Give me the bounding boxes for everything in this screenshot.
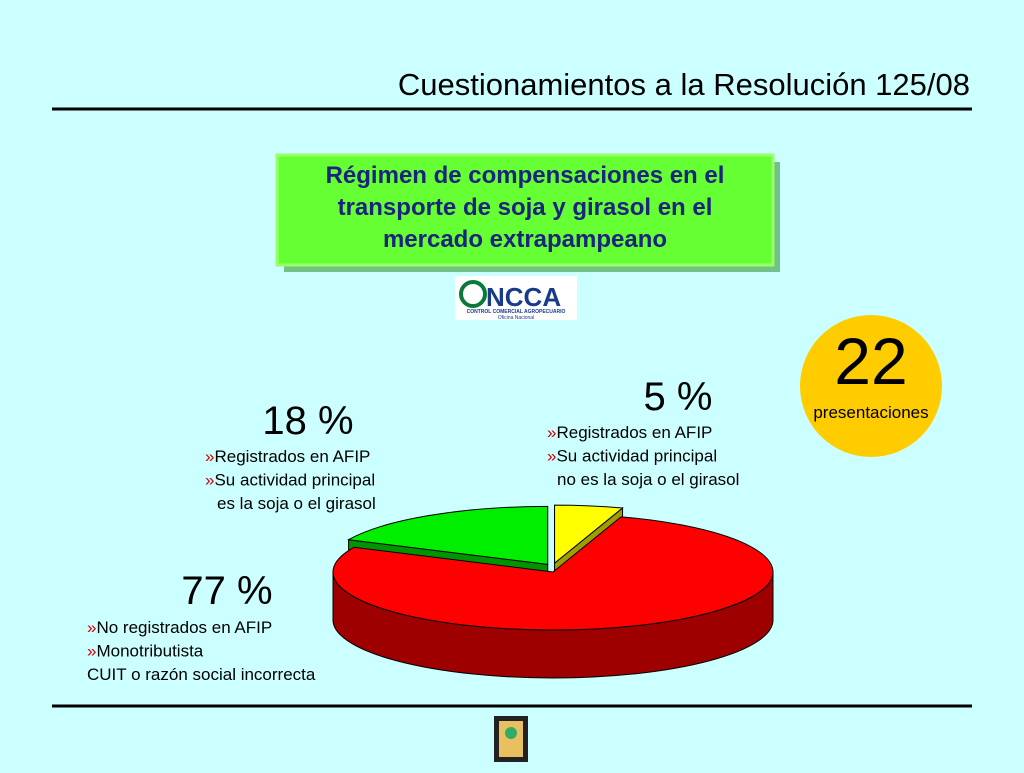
bullet: » (87, 618, 96, 637)
slice (347, 505, 549, 565)
callout-count: 22 (834, 324, 907, 398)
slice-description: »Su actividad principal (547, 447, 717, 466)
logo-line1: CONTROL COMERCIAL AGROPECUARIO (467, 309, 566, 315)
logo-line2: Oficina Nacional (498, 315, 534, 321)
description-text: no es la soja o el girasol (557, 470, 739, 489)
subtitle-wrap: Régimen de compensaciones en el transpor… (325, 162, 725, 253)
subtitle: Régimen de compensaciones en el transpor… (325, 162, 725, 253)
slice-description: es la soja o el girasol (217, 494, 376, 513)
slice (332, 516, 774, 631)
bullet: » (547, 447, 556, 466)
slice-description: »Registrados en AFIP (205, 447, 370, 466)
description-text: Su actividad principal (556, 447, 717, 466)
footer-icon (494, 716, 528, 762)
description-text: Registrados en AFIP (214, 447, 370, 466)
description-text: No registrados en AFIP (96, 618, 272, 637)
description-text: Registrados en AFIP (556, 423, 712, 442)
description-text: es la soja o el girasol (217, 494, 376, 513)
callout-label: presentaciones (813, 403, 928, 422)
logo-ring (459, 280, 487, 308)
slice-description: CUIT o razón social incorrecta (87, 665, 316, 684)
value-label: 18 % (262, 399, 353, 443)
bullet: » (87, 642, 96, 661)
chart-title: Cuestionamientos a la Resolución 125/08 (398, 67, 970, 102)
bullet: » (205, 447, 214, 466)
value-label: 5 % (644, 375, 713, 419)
slice-description: »Su actividad principal (205, 471, 375, 490)
bullet: » (205, 471, 214, 490)
icon-dot (505, 727, 517, 739)
slice-description: »Monotributista (87, 642, 204, 661)
description-text: Su actividad principal (214, 471, 375, 490)
value-label: 77 % (181, 569, 272, 613)
slice-description: no es la soja o el girasol (557, 470, 739, 489)
callout-circle (800, 315, 942, 457)
logo: NCCA CONTROL COMERCIAL AGROPECUARIO Ofic… (455, 276, 577, 321)
subtitle-box (275, 153, 775, 267)
slice-description: »Registrados en AFIP (547, 423, 712, 442)
slice (554, 504, 624, 565)
bullet: » (547, 423, 556, 442)
description-text: Monotributista (96, 642, 203, 661)
description-text: CUIT o razón social incorrecta (87, 665, 316, 684)
logo-name: NCCA (486, 282, 561, 312)
slice-description: »No registrados en AFIP (87, 618, 272, 637)
